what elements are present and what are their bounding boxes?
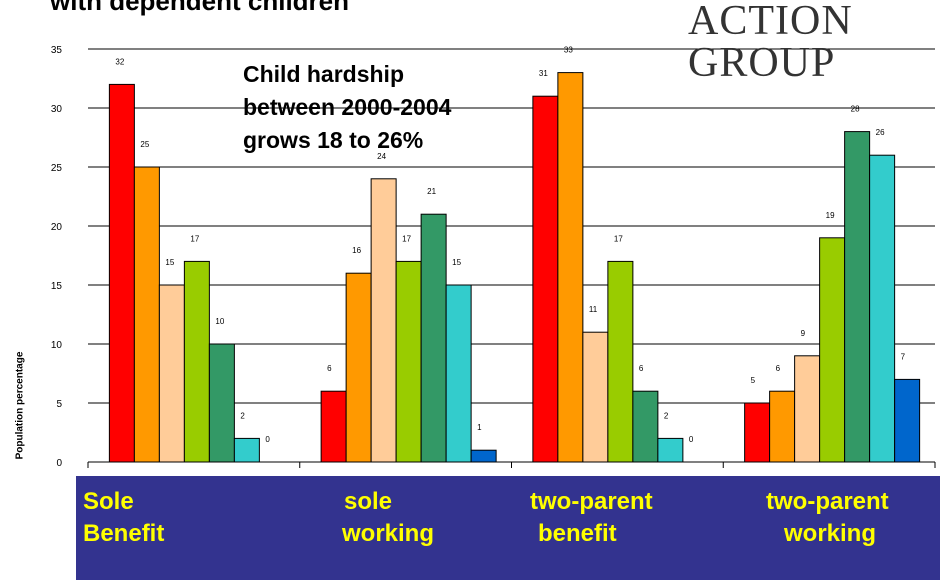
bar: [208, 343, 235, 463]
y-tick-label: 15: [51, 281, 63, 292]
bar: [607, 260, 634, 463]
bar-value-label: 15: [165, 258, 174, 267]
bar: [769, 390, 796, 463]
bar: [370, 178, 397, 463]
y-tick-label: 35: [51, 45, 63, 56]
category-banner: Sole Benefit sole working two-parent ben…: [76, 476, 940, 580]
bar-value-label: 0: [689, 435, 694, 444]
bar-value-label: 15: [452, 258, 461, 267]
bar: [108, 83, 135, 463]
bar: [183, 260, 210, 463]
bar: [233, 437, 260, 463]
y-tick-label: 5: [56, 399, 62, 410]
bar-value-label: 32: [115, 57, 124, 66]
bar-value-label: 24: [377, 152, 386, 161]
bar-value-label: 9: [801, 329, 806, 338]
bar-value-label: 21: [427, 187, 436, 196]
action-group-logo: ACTION GROUP: [688, 0, 853, 84]
bar-value-label: 0: [265, 435, 270, 444]
bar-value-label: 10: [215, 317, 224, 326]
y-tick-label: 10: [51, 340, 63, 351]
bar: [582, 331, 609, 463]
bar: [320, 390, 347, 463]
bar: [869, 154, 896, 463]
bar: [158, 284, 185, 463]
y-tick-label: 25: [51, 163, 63, 174]
bar: [819, 237, 846, 463]
bar-value-label: 17: [614, 234, 623, 243]
bar-value-label: 33: [564, 46, 573, 55]
y-tick-label: 30: [51, 104, 63, 115]
bar: [470, 449, 497, 463]
chart-annotation: Child hardship between 2000-2004 grows 1…: [243, 61, 452, 153]
bar-value-label: 17: [402, 234, 411, 243]
chart-title-fragment: with dependent children: [50, 0, 350, 16]
bar: [557, 72, 584, 463]
bar: [395, 260, 422, 463]
bar-value-label: 26: [876, 128, 885, 137]
logo-line-1: ACTION: [688, 0, 853, 44]
y-tick-label: 0: [56, 458, 62, 469]
category-label-two-parent-working: two-parent working: [766, 488, 889, 547]
bar-value-label: 5: [751, 376, 756, 385]
bar-value-label: 6: [639, 364, 644, 373]
bar-value-label: 11: [589, 305, 598, 314]
bar-value-label: 28: [851, 105, 860, 114]
y-axis-label: Population percentage: [14, 351, 26, 460]
bar-value-label: 19: [826, 211, 835, 220]
bar: [657, 437, 684, 463]
bar: [894, 378, 921, 463]
bar: [632, 390, 659, 463]
bar: [794, 355, 821, 463]
logo-line-2: GROUP: [688, 40, 836, 86]
bar-value-label: 31: [539, 69, 548, 78]
bar-value-label: 7: [901, 352, 906, 361]
bar: [345, 272, 372, 463]
bar: [445, 284, 472, 463]
category-label-two-parent-benefit: two-parent benefit: [530, 488, 653, 547]
bar-value-label: 2: [664, 411, 669, 420]
bar: [844, 131, 871, 463]
category-label-sole-benefit: Sole Benefit: [83, 488, 165, 547]
bar: [133, 166, 160, 463]
category-label-sole-working: sole working: [341, 488, 434, 547]
bar-value-label: 16: [352, 246, 361, 255]
bar-value-label: 2: [240, 411, 245, 420]
bar: [744, 402, 771, 463]
bar-value-label: 17: [190, 234, 199, 243]
bar-value-label: 1: [477, 423, 482, 432]
bar: [420, 213, 447, 463]
bar-value-label: 6: [327, 364, 332, 373]
bar: [532, 95, 559, 463]
bar-value-label: 25: [140, 140, 149, 149]
bar-value-label: 6: [776, 364, 781, 373]
y-tick-label: 20: [51, 222, 63, 233]
